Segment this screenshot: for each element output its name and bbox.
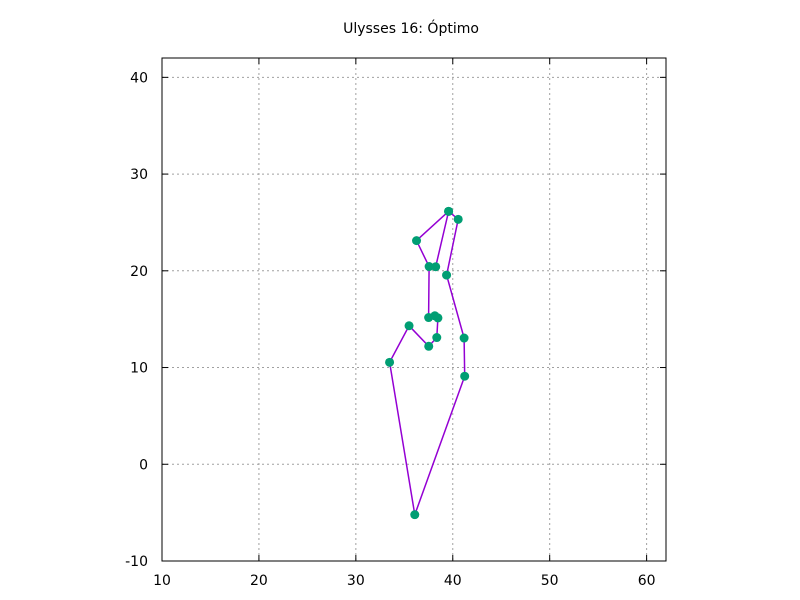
tick-labels: 10 20 30 40 50 60 -10 0 10 20 30 40 [125,70,655,589]
route-point [424,341,434,351]
route-points [385,206,470,520]
route-point [410,510,420,520]
y-tick-label: 10 [130,361,148,377]
y-tick-label: 40 [130,70,148,86]
route-line [388,209,466,518]
x-tick-label: 20 [250,573,268,589]
chart-title: Ulysses 16: Óptimo [343,19,479,37]
y-tick-label: 30 [130,167,148,183]
x-tick-label: 10 [153,573,171,589]
route-point [431,262,441,272]
y-tick-label: 0 [139,457,148,473]
route-point [460,371,470,381]
route-point [385,357,395,367]
route-point [432,333,442,343]
route-point [412,236,422,246]
x-tick-label: 40 [444,573,462,589]
route-point [404,321,414,331]
route-point [453,214,463,224]
plot-frame [161,57,667,562]
x-tick-label: 60 [638,573,656,589]
axis-ticks [161,58,666,562]
y-tick-label: 20 [130,264,148,280]
route-point [444,206,454,216]
route-point [459,333,469,343]
route-point [424,262,434,272]
x-tick-label: 50 [541,573,559,589]
y-tick-label: -10 [125,554,148,570]
route-point [442,270,452,280]
x-tick-label: 30 [347,573,365,589]
route-point [424,313,434,323]
grid [162,58,666,561]
